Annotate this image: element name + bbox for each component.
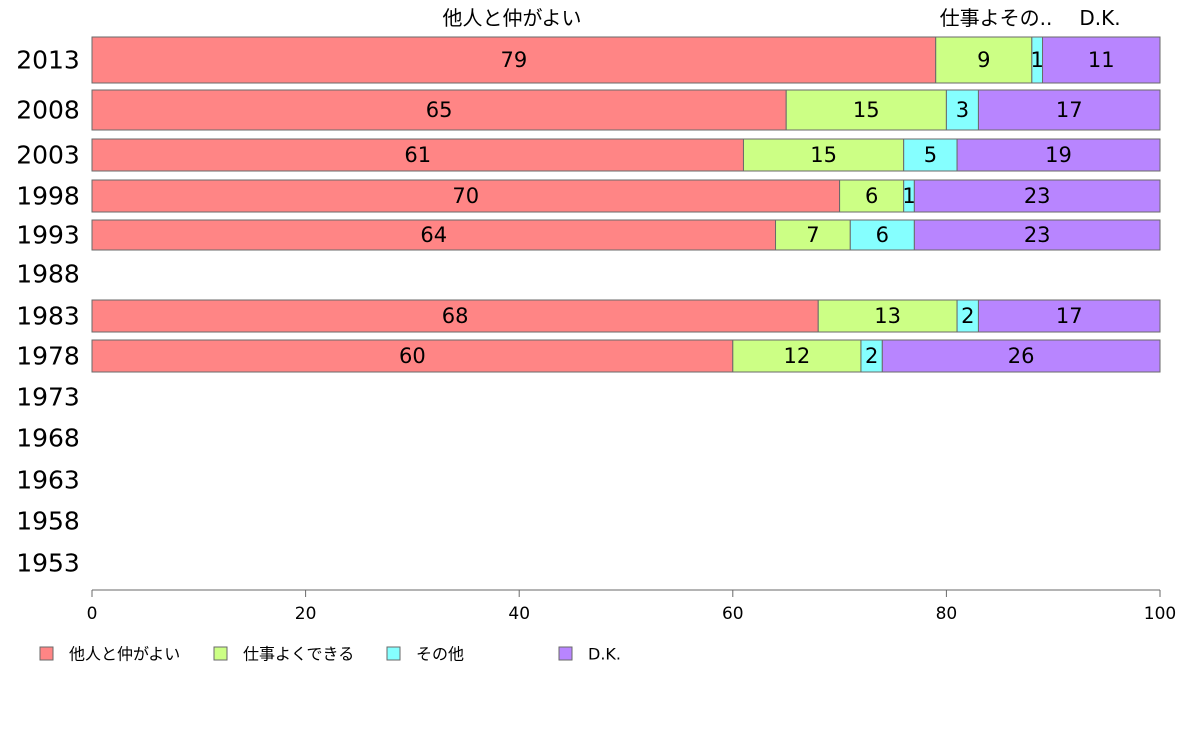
legend-swatch	[39, 646, 54, 661]
bar-segment	[775, 219, 851, 251]
x-tick-label: 20	[295, 604, 317, 624]
x-tick-label: 80	[936, 604, 958, 624]
y-tick-label: 1968	[16, 424, 80, 453]
data-label: 70	[452, 184, 479, 208]
y-tick-label: 1993	[16, 221, 80, 250]
data-label: 64	[420, 223, 447, 247]
data-label: 6	[865, 184, 878, 208]
data-label: 5	[924, 143, 937, 167]
top-series-label: 他人と仲がよい	[443, 6, 582, 30]
top-series-label: D.K.	[1079, 6, 1120, 30]
bar-segment	[91, 179, 841, 213]
bar-segment	[91, 138, 744, 172]
bar-segment	[935, 36, 1033, 84]
data-label: 61	[404, 143, 431, 167]
y-tick-label: 1963	[16, 466, 80, 495]
data-label: 1	[1030, 48, 1043, 72]
data-label: 15	[810, 143, 837, 167]
legend-label: その他	[416, 645, 464, 664]
data-label: 23	[1024, 184, 1051, 208]
top-series-label: 仕事よその..	[940, 6, 1053, 30]
bar-segment	[977, 299, 1161, 333]
data-label: 19	[1045, 143, 1072, 167]
data-label: 1	[902, 184, 915, 208]
data-label: 7	[806, 223, 819, 247]
bar-segment	[913, 179, 1161, 213]
bar-segment	[956, 138, 1161, 172]
bar-segment	[945, 89, 979, 131]
x-tick-label: 60	[722, 604, 744, 624]
data-label: 17	[1056, 98, 1083, 122]
legend-label: 仕事よくできる	[243, 645, 354, 664]
legend-label: D.K.	[588, 645, 621, 664]
y-tick-label: 1958	[16, 507, 80, 536]
bar-segment	[849, 219, 915, 251]
data-label: 6	[876, 223, 889, 247]
y-tick-label: 1983	[16, 302, 80, 331]
bar-segment	[977, 89, 1161, 131]
data-label: 12	[784, 344, 811, 368]
bar-segment	[91, 219, 777, 251]
y-tick-label: 1973	[16, 383, 80, 412]
y-tick-label: 1988	[16, 260, 80, 289]
data-label: 2	[961, 304, 974, 328]
data-label: 26	[1008, 344, 1035, 368]
data-label: 2	[865, 344, 878, 368]
data-label: 3	[956, 98, 969, 122]
bar-segment	[785, 89, 947, 131]
legend-swatch	[213, 646, 228, 661]
bar-segment	[91, 339, 734, 373]
y-tick-label: 2013	[16, 46, 80, 75]
bar-segment	[913, 219, 1161, 251]
bar-segment	[839, 179, 905, 213]
x-tick-label: 100	[1144, 604, 1176, 624]
data-label: 68	[442, 304, 469, 328]
y-tick-label: 1953	[16, 549, 80, 578]
bar-segment	[817, 299, 958, 333]
x-tick-label: 0	[87, 604, 98, 624]
data-label: 15	[853, 98, 880, 122]
data-label: 13	[874, 304, 901, 328]
y-tick-label: 1978	[16, 342, 80, 371]
bar-segment	[91, 299, 819, 333]
data-label: 60	[399, 344, 426, 368]
data-label: 17	[1056, 304, 1083, 328]
bar-segment	[1042, 36, 1161, 84]
legend-label: 他人と仲がよい	[69, 645, 180, 664]
data-label: 65	[426, 98, 453, 122]
data-label: 9	[977, 48, 990, 72]
y-tick-label: 2003	[16, 141, 80, 170]
bar-segment	[903, 138, 958, 172]
data-label: 23	[1024, 223, 1051, 247]
data-label: 79	[500, 48, 527, 72]
bar-segment	[732, 339, 862, 373]
y-tick-label: 2008	[16, 96, 80, 125]
bar-segment	[91, 36, 937, 84]
legend-swatch	[558, 646, 573, 661]
bar-segment	[881, 339, 1161, 373]
y-tick-label: 1998	[16, 182, 80, 211]
legend-swatch	[386, 646, 401, 661]
data-label: 11	[1088, 48, 1115, 72]
bar-segment	[742, 138, 905, 172]
x-tick-label: 40	[508, 604, 530, 624]
